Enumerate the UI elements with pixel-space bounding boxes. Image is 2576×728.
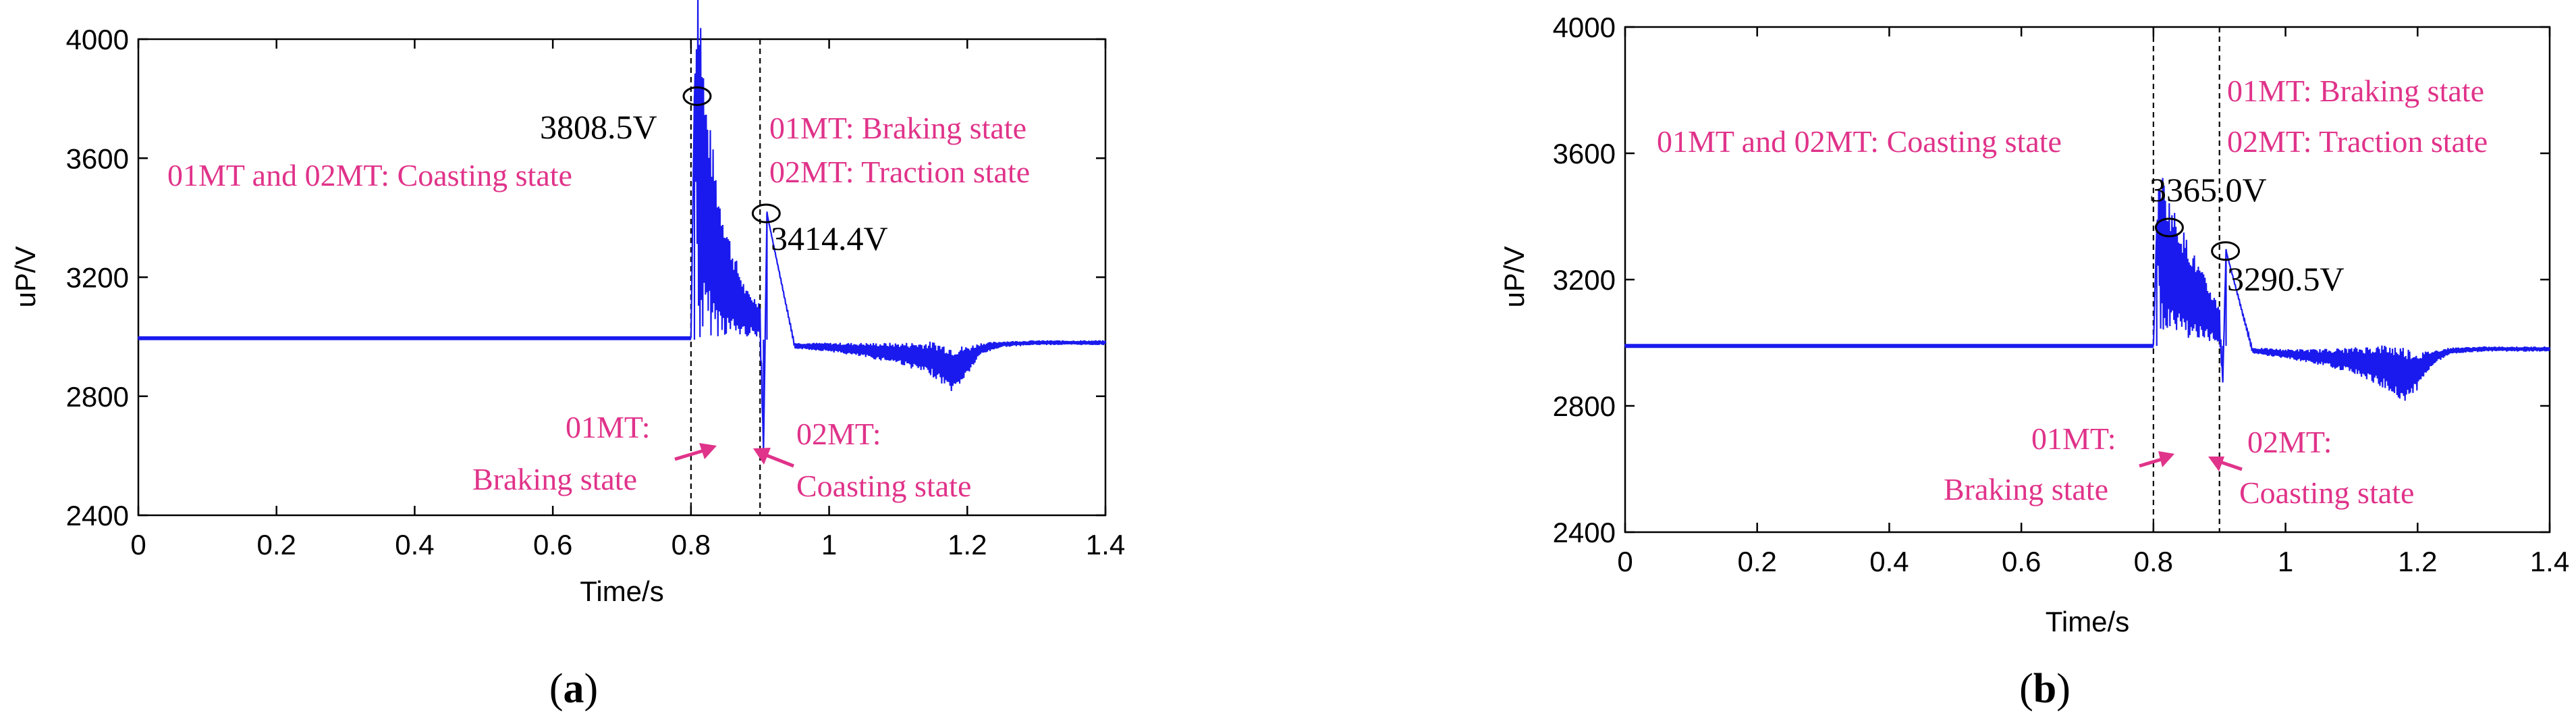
- annotation-traction-02mt: 02MT: Traction state: [2227, 124, 2488, 159]
- x-tick-label: 0.4: [1869, 546, 1909, 577]
- y-axis-label: uP/V: [9, 246, 41, 307]
- x-axis-label: Time/s: [2046, 606, 2129, 638]
- x-tick-label: 1: [821, 529, 837, 561]
- y-axis-label: uP/V: [1498, 246, 1530, 307]
- x-tick-label: 1.2: [948, 529, 987, 561]
- arrow-icon: [699, 443, 717, 459]
- y-tick-label: 4000: [1553, 11, 1616, 43]
- voltage-trace: [137, 0, 1107, 452]
- annotation-01mt: 01MT:: [2031, 421, 2116, 456]
- x-tick-label: 0.2: [257, 529, 296, 561]
- y-tick-label: 4000: [66, 24, 129, 55]
- panel-caption-a: (a): [549, 666, 598, 712]
- annotation-braking-01mt: 01MT: Braking state: [769, 111, 1026, 145]
- annotation-braking-state: Braking state: [472, 462, 637, 496]
- x-tick-label: 1.4: [2530, 546, 2569, 577]
- arrow-icon: [2208, 457, 2224, 471]
- peak-label: 3808.5V: [540, 108, 657, 146]
- annotation-braking-state: Braking state: [1944, 472, 2108, 506]
- peak-marker: [2154, 217, 2184, 238]
- y-tick-label: 2400: [66, 500, 129, 531]
- annotation-02mt: 02MT:: [2247, 425, 2332, 459]
- peak-marker: [682, 86, 712, 106]
- x-tick-label: 0: [1617, 546, 1633, 577]
- annotation-coasting: 01MT and 02MT: Coasting state: [167, 158, 572, 192]
- y-tick-label: 3200: [1553, 264, 1616, 296]
- arrow-icon: [753, 448, 771, 465]
- y-tick-label: 3600: [66, 142, 129, 174]
- chart-panel-a: 0 0.2 0.4 0.6 0.8 1 1.2 1.4 2400 2800 3200 3600 4000…: [9, 0, 1125, 607]
- x-tick-label: 0: [130, 529, 146, 561]
- peak-label: 3290.5V: [2227, 260, 2345, 298]
- y-tick-label: 2400: [1553, 517, 1616, 548]
- x-tick-label: 0.6: [533, 529, 572, 561]
- x-tick-label: 0.2: [1738, 546, 1777, 577]
- x-tick-label: 0.8: [672, 529, 711, 561]
- peak-marker: [2211, 241, 2241, 261]
- x-tick-label: 1.2: [2398, 546, 2437, 577]
- x-tick-label: 0.6: [2002, 546, 2041, 577]
- annotation-braking-01mt: 01MT: Braking state: [2227, 74, 2484, 108]
- x-tick-label: 1.4: [1086, 529, 1125, 561]
- x-axis-label: Time/s: [580, 575, 663, 607]
- annotation-01mt: 01MT:: [566, 410, 651, 444]
- x-tick-label: 0.8: [2134, 546, 2173, 577]
- annotation-traction-02mt: 02MT: Traction state: [769, 155, 1030, 189]
- annotation-coasting: 01MT and 02MT: Coasting state: [1657, 124, 2062, 159]
- y-tick-label: 3600: [1553, 138, 1616, 170]
- chart-panel-b: 0 0.2 0.4 0.6 0.8 1 1.2 1.4 2400 2800 3200 3600 4000…: [1498, 11, 2569, 638]
- annotation-02mt: 02MT:: [796, 417, 881, 451]
- voltage-trace: [1624, 178, 2551, 401]
- y-tick-label: 2800: [66, 381, 129, 413]
- x-tick-label: 1: [2278, 546, 2293, 577]
- panel-caption-b: (b): [2019, 666, 2071, 712]
- peak-label: 3414.4V: [771, 219, 888, 257]
- peak-marker: [751, 203, 781, 224]
- arrow-icon: [762, 452, 794, 468]
- x-tick-label: 0.4: [395, 529, 434, 561]
- annotation-coasting-state: Coasting state: [2239, 475, 2414, 510]
- annotation-coasting-state: Coasting state: [796, 469, 971, 503]
- y-tick-label: 3200: [66, 262, 129, 294]
- arrow-icon: [2158, 451, 2174, 467]
- peak-label: 3365.0V: [2149, 171, 2267, 209]
- y-tick-label: 2800: [1553, 390, 1616, 422]
